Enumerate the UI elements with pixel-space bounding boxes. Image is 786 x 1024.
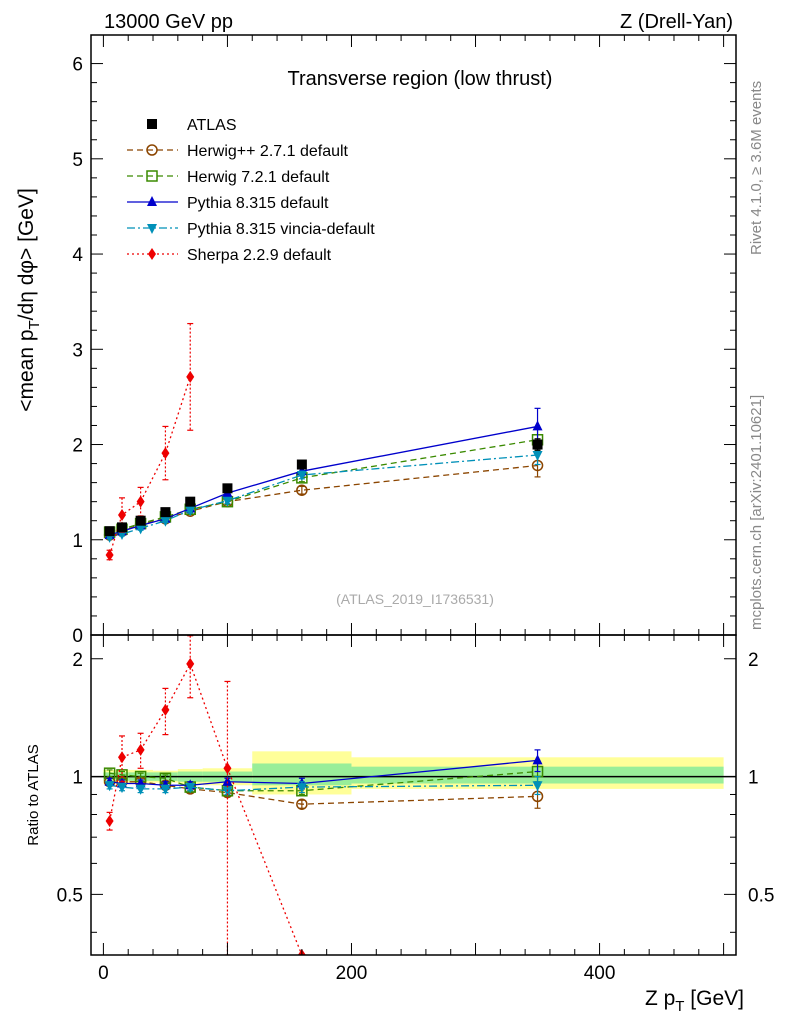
main-series-5-point — [186, 370, 195, 383]
analysis-id: (ATLAS_2019_I1736531) — [336, 591, 494, 607]
legend-marker — [146, 170, 158, 182]
legend: ATLAS Herwig++ 2.7.1 default Herwig 7.2.1 … — [127, 117, 375, 264]
ratio-series-4-point — [105, 814, 114, 827]
y-label-part-2: /dη dφ> [GeV] — [15, 188, 38, 320]
x-axis-label: Z pT [GeV] — [645, 987, 744, 1015]
main-series-4-point — [222, 496, 233, 507]
ratio-series-4-line — [108, 662, 303, 955]
ratio-series-2-point — [222, 775, 233, 786]
ratio-series-4-point — [118, 751, 127, 764]
ratio-y-tick-label-right: 2 — [748, 650, 759, 671]
legend-marker — [146, 144, 158, 156]
ratio-series-1-line — [109, 770, 538, 792]
ratio-series-2-point — [532, 754, 543, 765]
legend-marker — [147, 224, 157, 234]
main-y-tick-label: 1 — [72, 531, 83, 552]
main-series-4-line — [109, 454, 538, 538]
ratio-y-tick-label-right: 0.5 — [748, 885, 774, 906]
x-tick-label: 0 — [98, 963, 109, 984]
main-series-0-point — [117, 522, 128, 533]
x-label-part-1: Z p — [645, 987, 675, 1010]
main-y-tick-label: 0 — [72, 626, 83, 647]
main-series-0-point — [104, 526, 115, 537]
x-label-sub: T — [675, 998, 684, 1015]
main-series-5-line — [108, 376, 191, 556]
main-series-1-point — [296, 484, 308, 496]
rivet-label: Rivet 4.1.0, ≥ 3.6M events — [748, 81, 765, 255]
main-series-4-point — [160, 516, 171, 527]
ratio-y-tick-label-right: 1 — [748, 768, 759, 789]
legend-label: Herwig 7.2.1 default — [187, 169, 330, 186]
mcplots-label: mcplots.cern.ch [arXiv:2401.10621] — [748, 395, 765, 630]
main-series-0-point — [532, 439, 543, 450]
ratio-series-3-point — [296, 783, 307, 794]
ratio-series-3-point — [117, 783, 128, 794]
main-series-4-point — [296, 471, 307, 481]
ratio-series-4-point — [161, 703, 170, 716]
main-series-5-point — [105, 549, 114, 561]
main-series-5-point — [136, 495, 145, 508]
main-series-4-point — [185, 506, 196, 517]
x-label-part-2: [GeV] — [684, 987, 744, 1010]
main-series-3-line — [109, 425, 538, 536]
ratio-series-4-point — [186, 657, 195, 670]
main-series-0-point — [222, 483, 233, 494]
main-plot-area — [103, 322, 544, 561]
main-series-2-line — [109, 439, 538, 533]
main-series-4-point — [135, 524, 146, 535]
main-y-tick-label: 3 — [72, 340, 83, 361]
y-label-part-1: <mean p — [15, 329, 38, 411]
legend-marker — [147, 196, 157, 206]
ratio-y-tick-label: 0.5 — [57, 885, 83, 906]
ratio-series-0-line — [109, 781, 538, 805]
main-y-tick-label: 5 — [72, 150, 83, 171]
ratio-series-4-point — [136, 743, 145, 756]
ratio-series-0-point — [296, 798, 308, 810]
ratio-series-3-point — [532, 781, 543, 792]
legend-label: Herwig++ 2.7.1 default — [187, 143, 349, 160]
y-label-sub: T — [26, 320, 43, 329]
header-right: Z (Drell-Yan) — [620, 11, 733, 33]
main-series-5-point — [118, 509, 127, 521]
ratio-band-inner — [252, 763, 352, 786]
main-series-3-point — [532, 420, 543, 431]
ratio-series-3-point — [135, 784, 146, 795]
ratio-y-label: Ratio to ATLAS — [25, 744, 42, 845]
legend-label: Pythia 8.315 default — [187, 195, 329, 212]
ratio-series-4-point — [223, 762, 232, 775]
legend-label: Sherpa 2.2.9 default — [187, 247, 332, 264]
x-tick-label: 200 — [336, 963, 368, 984]
ratio-series-3-point — [222, 786, 233, 797]
x-tick-label: 400 — [584, 963, 616, 984]
legend-label: Pythia 8.315 vincia-default — [187, 221, 375, 238]
ratio-y-tick-label: 2 — [72, 650, 83, 671]
ratio-y-tick-label: 1 — [72, 768, 83, 789]
main-series-0-point — [135, 515, 146, 526]
main-series-1-line — [109, 464, 538, 536]
main-series-0-point — [160, 507, 171, 518]
legend-label: ATLAS — [187, 117, 237, 134]
legend-marker — [148, 248, 156, 260]
legend-marker — [147, 119, 157, 129]
chart-title: Transverse region (low thrust) — [288, 68, 553, 90]
header-left: 13000 GeV pp — [104, 11, 233, 33]
main-series-4-point — [532, 451, 543, 461]
main-series-0-point — [185, 496, 196, 507]
main-y-tick-label: 2 — [72, 436, 83, 457]
ratio-series-3-point — [185, 783, 196, 794]
main-y-tick-label: 4 — [72, 245, 83, 266]
main-y-tick-label: 6 — [72, 55, 83, 76]
ratio-plot-area — [91, 635, 736, 955]
ratio-series-3-point — [104, 781, 115, 792]
ratio-frame — [90, 634, 737, 956]
main-series-0-point — [296, 459, 307, 470]
axis-ticks: 0 1 2 3 4 5 6 0.5 0.5 1 1 2 2 0 200 400 — [57, 35, 774, 984]
ratio-series-3-point — [160, 784, 171, 795]
y-axis-label: <mean pT/dη dφ> [GeV] — [15, 188, 43, 412]
main-series-5-point — [161, 447, 170, 460]
ratio-series-3-line — [109, 784, 538, 792]
